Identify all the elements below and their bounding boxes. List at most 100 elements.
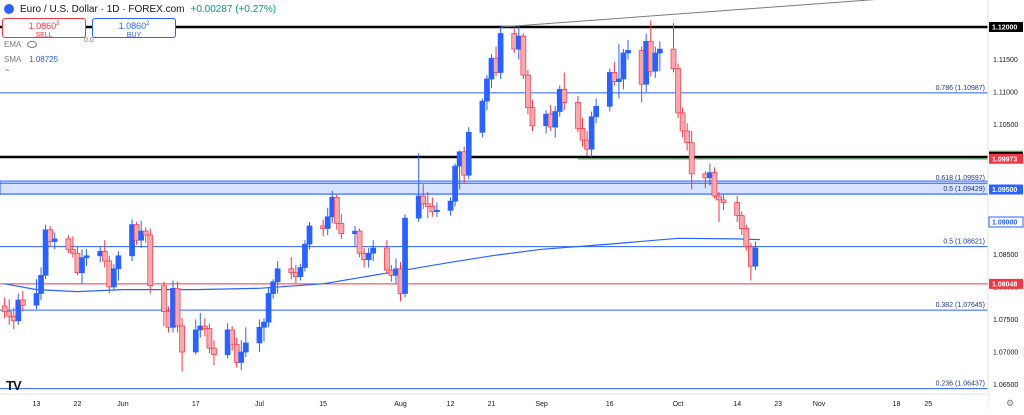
candle-body xyxy=(270,281,276,294)
candle-body xyxy=(206,328,213,349)
candle-body xyxy=(65,238,72,250)
candle xyxy=(38,267,44,300)
candle xyxy=(142,227,149,243)
time-tick-label: 17 xyxy=(192,401,200,408)
candle-body xyxy=(520,35,527,76)
candle xyxy=(688,131,695,190)
candle-body xyxy=(561,89,568,103)
price-tick-label: 1.06500 xyxy=(993,382,1018,389)
time-tick-label: 23 xyxy=(774,401,782,408)
time-tick-label: Sep xyxy=(535,401,548,408)
candle-body xyxy=(720,199,727,203)
ema-indicator[interactable]: EMA xyxy=(4,40,38,49)
candle xyxy=(238,340,245,371)
candle-body xyxy=(652,52,659,72)
time-tick-label: 12 xyxy=(447,401,455,408)
price-change: +0.00287 (+0.27%) xyxy=(190,3,277,15)
candle-body xyxy=(525,74,531,108)
candle-body xyxy=(752,247,759,267)
candle-body xyxy=(420,195,427,205)
price-label-text: 1.12000 xyxy=(992,25,1017,32)
candle xyxy=(6,299,13,325)
candle xyxy=(324,207,331,235)
candle-body xyxy=(179,325,185,353)
time-tick-label: Oct xyxy=(673,401,684,408)
candle-body xyxy=(711,172,718,197)
candle xyxy=(675,63,681,118)
candle xyxy=(424,192,431,219)
fib-level-label: 0.236 (1.06437) xyxy=(936,381,985,388)
candle xyxy=(384,240,390,274)
tradingview-logo: TV xyxy=(6,378,22,393)
buy-price: 1.0860 xyxy=(118,21,147,31)
candle-body xyxy=(529,107,536,127)
candle xyxy=(302,240,308,272)
candle-body xyxy=(33,293,40,306)
candle xyxy=(670,23,677,73)
candle xyxy=(752,241,759,271)
sma-indicator[interactable]: SMA 1.08725 xyxy=(4,55,58,64)
spread-value: 0.0 xyxy=(84,37,94,44)
price-tick-label: 1.07500 xyxy=(993,317,1018,324)
candle xyxy=(83,249,90,267)
eye-icon[interactable] xyxy=(27,41,38,49)
time-tick-label: 22 xyxy=(74,401,82,408)
candle-body xyxy=(688,142,695,175)
candle xyxy=(20,290,26,312)
price-axis xyxy=(988,0,1024,410)
candle xyxy=(552,106,559,138)
candle xyxy=(288,257,295,280)
candle xyxy=(520,33,527,79)
candle-body xyxy=(625,50,631,54)
candle xyxy=(561,72,568,111)
candle xyxy=(370,240,377,261)
candle-body xyxy=(402,217,408,294)
sell-button[interactable]: 1.08602 SELL xyxy=(2,18,86,39)
candle-body xyxy=(656,48,663,54)
candle-body xyxy=(174,287,181,327)
buy-button[interactable]: 1.08602 BUY xyxy=(92,18,176,39)
candle xyxy=(270,279,276,299)
symbol-title[interactable]: Euro / U.S. Dollar · 1D · FOREX.com xyxy=(20,3,185,15)
candle xyxy=(274,261,281,294)
candle xyxy=(179,318,185,372)
candle xyxy=(115,251,122,281)
candle-body xyxy=(38,274,44,294)
candle xyxy=(356,228,363,258)
candle xyxy=(575,95,581,133)
candle-body xyxy=(229,329,235,345)
candle-body xyxy=(274,268,281,283)
candle xyxy=(593,98,600,124)
candle-body xyxy=(138,230,144,241)
candle-body xyxy=(110,268,117,288)
price-tick-label: 1.11000 xyxy=(993,90,1018,97)
candle xyxy=(720,193,727,211)
candle xyxy=(256,319,263,352)
price-label-tag xyxy=(989,22,1023,32)
candle-body xyxy=(424,203,431,207)
candle xyxy=(452,163,458,207)
candle xyxy=(579,118,586,147)
candle-body xyxy=(202,325,208,329)
price-label-text: 1.09000 xyxy=(992,220,1017,227)
candle xyxy=(70,236,76,258)
candle-body xyxy=(620,52,627,80)
candle-body xyxy=(101,250,108,262)
candle-body xyxy=(675,68,681,114)
candle xyxy=(616,43,622,99)
collapse-chevron-icon[interactable]: ⌃ xyxy=(4,68,11,77)
candle xyxy=(242,327,249,358)
price-tick-label: 1.11500 xyxy=(993,57,1018,64)
time-tick-label: 21 xyxy=(488,401,496,408)
candle xyxy=(202,318,208,337)
candle xyxy=(606,68,613,112)
candle xyxy=(192,319,199,355)
candle-body xyxy=(261,321,267,328)
candle-body xyxy=(738,215,745,229)
candle xyxy=(33,279,40,310)
candle-body xyxy=(288,268,295,274)
candle xyxy=(297,263,304,281)
candle-body xyxy=(479,100,486,133)
